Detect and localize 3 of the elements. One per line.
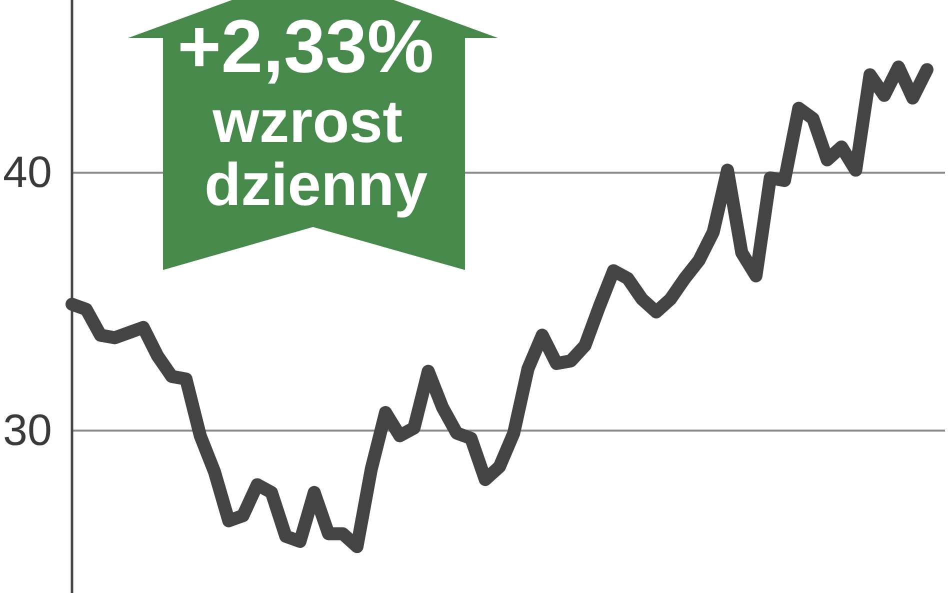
y-tick-label: 30 [3, 406, 52, 456]
y-tick-label: 40 [3, 148, 52, 198]
annotation: +2,33% wzrost dzienny [177, 4, 455, 218]
